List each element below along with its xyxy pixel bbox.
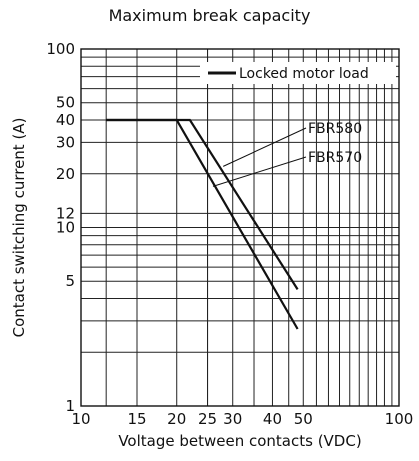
y-tick-label: 30	[56, 133, 75, 151]
annotation-label: FBR580	[308, 121, 362, 137]
y-tick-label: 5	[65, 272, 75, 290]
annotation-leader	[213, 157, 306, 186]
legend-label: Locked motor load	[239, 66, 369, 82]
x-tick-label: 100	[385, 410, 414, 428]
y-tick-label: 100	[46, 40, 75, 58]
x-tick-label: 30	[223, 410, 242, 428]
annotation-label: FBR570	[308, 150, 362, 166]
y-tick-label: 12	[56, 204, 75, 222]
y-tick-label: 50	[56, 94, 75, 112]
series-lines	[106, 120, 297, 329]
x-tick-label: 15	[127, 410, 146, 428]
x-axis-label: Voltage between contacts (VDC)	[118, 432, 361, 450]
x-tick-label: 40	[263, 410, 282, 428]
legend: Locked motor load	[200, 62, 396, 84]
x-tick-label: 20	[167, 410, 186, 428]
series-line-fbr570	[106, 120, 297, 329]
y-tick-label: 40	[56, 111, 75, 129]
y-axis-label: Contact switching current (A)	[10, 118, 28, 338]
y-tick-label: 20	[56, 165, 75, 183]
y-tick-label: 1	[65, 397, 75, 415]
x-tick-label: 25	[198, 410, 217, 428]
x-tick-label: 50	[294, 410, 313, 428]
